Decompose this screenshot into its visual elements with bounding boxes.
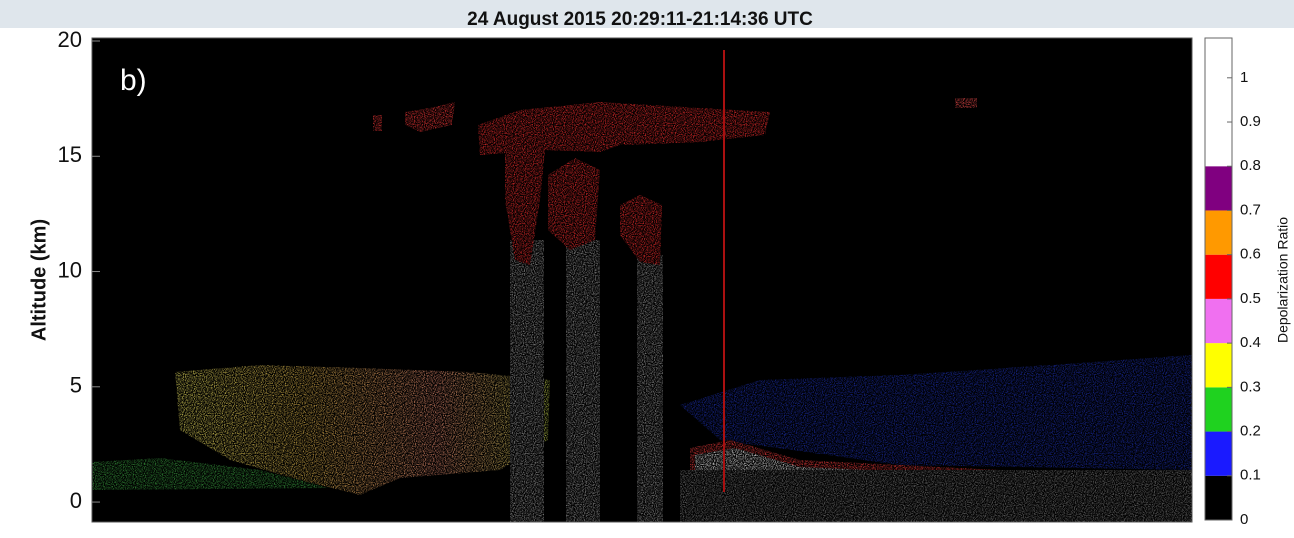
colorbar-segment: [1205, 254, 1232, 299]
colorbar-tick-label: 0.8: [1240, 157, 1261, 174]
cirrus-patch: [405, 102, 455, 132]
y-tick-label: 10: [58, 257, 82, 282]
colorbar-tick-label: 0.7: [1240, 201, 1261, 218]
colorbar-segment: [1205, 431, 1232, 476]
colorbar-tick-label: 0: [1240, 511, 1248, 528]
colorbar-tick-label: 0.6: [1240, 246, 1261, 263]
plot-frame: [91, 37, 1193, 523]
cloud-top: [505, 150, 545, 265]
colorbar-tick-label: 0.2: [1240, 423, 1261, 440]
convective-column: [566, 240, 600, 522]
y-axis-label: Altitude (km): [28, 219, 50, 341]
convective-column: [510, 240, 544, 522]
y-tick-label: 5: [70, 373, 82, 398]
cirrus-patch: [955, 98, 977, 108]
colorbar-tick-label: 0.4: [1240, 334, 1261, 351]
lidar-image: [92, 98, 1192, 522]
colorbar-tick-label: 0.3: [1240, 378, 1261, 395]
colorbar-tick-label: 1: [1240, 69, 1248, 86]
colorbar-segment: [1205, 387, 1232, 432]
colorbar-tick-label: 0.5: [1240, 290, 1261, 307]
colorbar-tick-label: 0.9: [1240, 113, 1261, 130]
colorbar-segment: [1205, 475, 1232, 520]
colorbar-label: Depolarization Ratio: [1275, 217, 1291, 343]
anvil: [478, 102, 770, 155]
cirrus-patch: [373, 115, 382, 131]
convective-column: [637, 255, 663, 522]
colorbar-segment: [1205, 38, 1232, 167]
y-tick-label: 15: [58, 142, 82, 167]
surface-clutter: [680, 470, 1192, 522]
colorbar-frame: [1204, 37, 1233, 521]
y-tick-label: 0: [70, 488, 82, 513]
chart-title: 24 August 2015 20:29:11-21:14:36 UTC: [467, 9, 813, 30]
colorbar-segment: [1205, 343, 1232, 388]
cloud-top: [620, 195, 662, 265]
colorbar-segment: [1205, 298, 1232, 344]
cloud-top: [548, 158, 600, 250]
panel-label: b): [120, 64, 147, 97]
blue-layer: [680, 355, 1192, 470]
colorbar-segment: [1205, 210, 1232, 255]
colorbar-tick-label: 0.1: [1240, 467, 1261, 484]
low-cloud: [175, 365, 550, 495]
surface-layer: [92, 458, 330, 490]
y-tick-label: 20: [58, 27, 82, 52]
colorbar-segment: [1205, 166, 1232, 211]
